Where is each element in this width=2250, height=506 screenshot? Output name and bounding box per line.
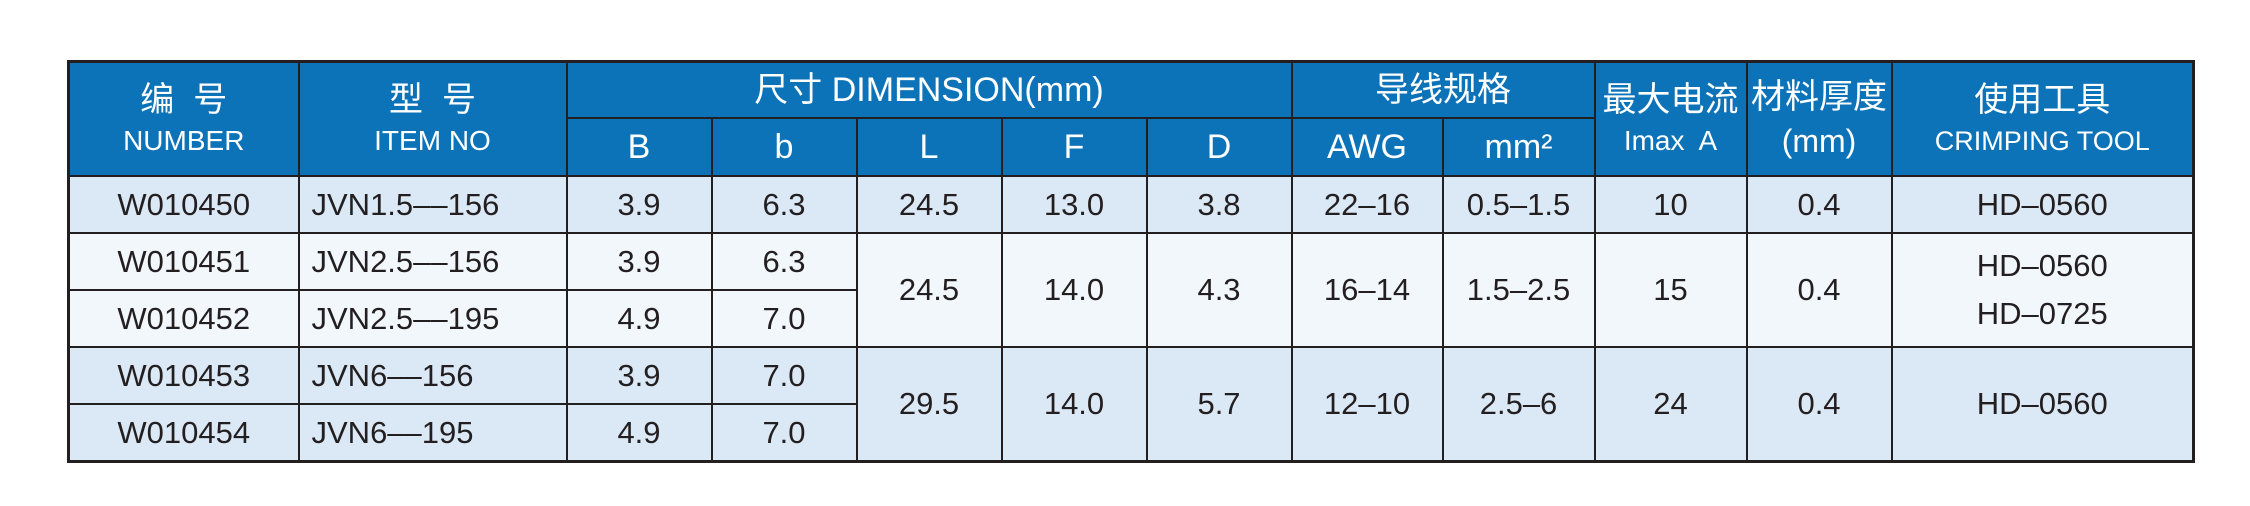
table-row: W010451 JVN2.5––156 3.9 6.3 24.5 14.0 4.… [67, 232, 2195, 348]
col-header-thickness: 材料厚度 (mm) [1745, 60, 1893, 177]
cell-number: W010454 [67, 403, 300, 463]
terminal-spec-table: 编 号 NUMBER 型 号 ITEM NO 尺寸 DIMENSION(mm) … [67, 60, 2196, 463]
cell-dim-F: 13.0 [1000, 175, 1148, 234]
cell-tool-merged: HD–0560 [1890, 346, 2195, 463]
cell-dim-B: 3.9 [565, 346, 713, 405]
cell-thickness-merged: 0.4 [1745, 232, 1893, 348]
cell-number: W010451 [67, 232, 300, 291]
col-header-item-zh: 型 号 [389, 81, 476, 119]
cell-dim-L: 24.5 [855, 175, 1003, 234]
header-row-main: 编 号 NUMBER 型 号 ITEM NO 尺寸 DIMENSION(mm) … [67, 60, 2195, 177]
cell-imax: 10 [1593, 175, 1748, 234]
cell-tool: HD–0560 [1890, 175, 2195, 234]
col-header-dim-b: b [710, 117, 858, 177]
cell-dim-B: 3.9 [565, 232, 713, 291]
col-header-wire-spec: 导线规格 [1290, 60, 1596, 119]
cell-number: W010453 [67, 346, 300, 405]
cell-dim-b: 6.3 [710, 175, 858, 234]
header-row-sub: B b L F D AWG mm² [69, 117, 2194, 177]
cell-dim-b: 7.0 [710, 346, 858, 405]
cell-dim-B: 4.9 [565, 403, 713, 463]
cell-dim-b: 7.0 [710, 289, 858, 348]
col-header-tool: 使用工具 CRIMPING TOOL [1890, 60, 2195, 177]
col-header-dim-L: L [855, 117, 1003, 177]
cell-dim-D: 3.8 [1145, 175, 1293, 234]
cell-item-no: JVN1.5––156 [297, 175, 568, 234]
col-header-dim-F: F [1000, 117, 1148, 177]
col-header-dimension: 尺寸 DIMENSION(mm) [565, 60, 1293, 119]
cell-dim-F-merged: 14.0 [1000, 346, 1148, 463]
cell-thickness: 0.4 [1745, 175, 1893, 234]
tool-option: HD–0725 [1976, 296, 2108, 331]
col-header-dim-B: B [565, 117, 713, 177]
cell-awg-merged: 16–14 [1290, 232, 1444, 348]
cell-dim-b: 6.3 [710, 232, 858, 291]
cell-number: W010450 [67, 175, 300, 234]
col-header-number-en: NUMBER [123, 125, 245, 156]
cell-awg-merged: 12–10 [1290, 346, 1444, 463]
cell-dim-B: 3.9 [565, 175, 713, 234]
cell-dim-D-merged: 5.7 [1145, 346, 1293, 463]
cell-item-no: JVN2.5––195 [297, 289, 568, 348]
cell-mm2-merged: 1.5–2.5 [1441, 232, 1596, 348]
cell-dim-D-merged: 4.3 [1145, 232, 1293, 348]
cell-number: W010452 [67, 289, 300, 348]
cell-mm2-merged: 2.5–6 [1441, 346, 1596, 463]
table-row: W010453 JVN6––156 3.9 7.0 29.5 14.0 5.7 … [67, 346, 2195, 463]
cell-imax-merged: 24 [1593, 346, 1748, 463]
col-header-number: 编 号 NUMBER [67, 60, 300, 177]
col-header-awg: AWG [1290, 117, 1444, 177]
cell-tool-merged: HD–0560 HD–0725 [1890, 232, 2195, 348]
col-header-number-zh: 编 号 [140, 81, 228, 119]
table-row: W010450 JVN1.5––156 3.9 6.3 24.5 13.0 3.… [67, 175, 2195, 234]
col-header-max-current: 最大电流 Imax A [1593, 60, 1748, 177]
cell-dim-L-merged: 24.5 [855, 232, 1003, 348]
cell-imax-merged: 15 [1593, 232, 1748, 348]
cell-dim-F-merged: 14.0 [1000, 232, 1148, 348]
cell-item-no: JVN6––156 [297, 346, 568, 405]
col-header-item-en: ITEM NO [374, 125, 491, 156]
spec-table-container: 编 号 NUMBER 型 号 ITEM NO 尺寸 DIMENSION(mm) … [67, 60, 2196, 463]
cell-dim-B: 4.9 [565, 289, 713, 348]
cell-dim-b: 7.0 [710, 403, 858, 463]
table-row: W010454 JVN6––195 4.9 7.0 [67, 403, 2194, 463]
cell-thickness-merged: 0.4 [1745, 346, 1893, 463]
table-row: W010452 JVN2.5––195 4.9 7.0 [67, 289, 2194, 348]
tool-option: HD–0560 [1976, 248, 2108, 283]
col-header-mm2: mm² [1441, 117, 1596, 177]
col-header-dim-D: D [1145, 117, 1293, 177]
cell-item-no: JVN2.5––156 [297, 232, 568, 291]
cell-dim-L-merged: 29.5 [855, 346, 1003, 463]
col-header-item-no: 型 号 ITEM NO [297, 60, 568, 177]
cell-mm2: 0.5–1.5 [1441, 175, 1596, 234]
cell-awg: 22–16 [1290, 175, 1444, 234]
cell-item-no: JVN6––195 [297, 403, 568, 463]
